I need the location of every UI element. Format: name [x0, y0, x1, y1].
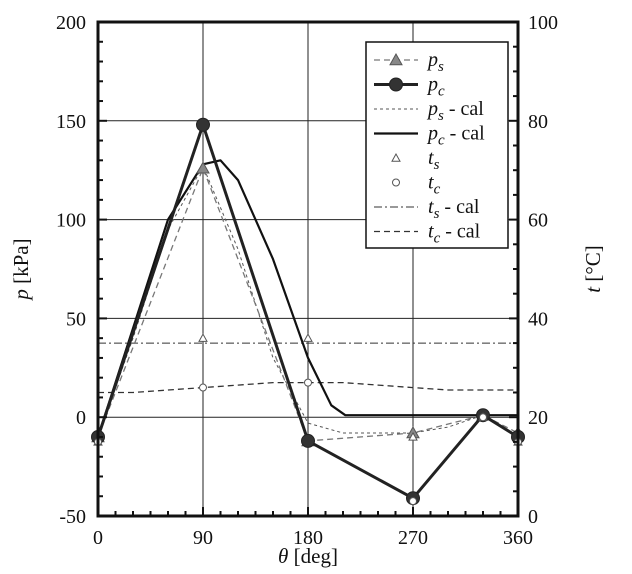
axis-labels: θ [deg] p [kPa] t [°C] [9, 238, 605, 568]
legend-marker [389, 77, 403, 92]
x-tick-label: 90 [193, 527, 213, 549]
y-right-tick-label: 0 [528, 506, 538, 528]
legend-label-symbol: p [426, 98, 438, 120]
x-axis-label-symbol: θ [278, 544, 294, 568]
series-t-s-point [198, 333, 208, 342]
series-t-s-point [303, 333, 313, 342]
legend-label-subscript: s [438, 108, 444, 124]
legend-label-subscript: s [434, 157, 440, 173]
x-tick-label: 360 [503, 527, 533, 549]
series-t-c-point [304, 378, 312, 387]
legend-label-suffix: - cal [444, 98, 484, 120]
y-right-axis-label-unit: [°C] [581, 245, 605, 281]
legend-label-subscript: c [438, 84, 445, 100]
y-right-axis-label: t [°C] [581, 245, 605, 293]
legend-entry: ts [391, 147, 440, 173]
legend-label: ps - cal [426, 98, 484, 124]
y-right-tick-label: 80 [528, 111, 548, 133]
legend-label: ts - cal [428, 196, 480, 222]
legend-label: tc - cal [428, 221, 481, 247]
legend-label-subscript: c [434, 182, 441, 198]
legend-label-suffix: - cal [439, 196, 479, 218]
y-left-tick-label: 50 [66, 308, 86, 330]
legend-entry: pc [374, 74, 445, 100]
y-right-tick-label: 100 [528, 12, 558, 34]
legend-marker [392, 178, 400, 187]
series-p-c-point [301, 433, 315, 448]
x-tick-label: 0 [93, 527, 103, 549]
legend-entry: tc - cal [374, 221, 481, 247]
legend-label: pc - cal [426, 123, 485, 149]
y-right-axis-label-symbol: t [581, 282, 605, 293]
legend-label-suffix: - cal [445, 123, 485, 145]
y-left-tick-label: -50 [59, 506, 86, 528]
y-left-axis-label-unit: [kPa] [9, 238, 33, 284]
x-axis-label-unit: [deg] [294, 544, 338, 568]
y-left-tick-label: 150 [56, 111, 86, 133]
series-t-c-point [479, 413, 487, 422]
legend-box [365, 41, 509, 249]
x-axis-label: θ [deg] [278, 544, 338, 568]
y-left-tick-label: 100 [56, 210, 86, 232]
legend-label-subscript: c [434, 231, 441, 247]
series-t-s-point [408, 431, 418, 441]
series-p-c-cal [96, 159, 518, 438]
x-tick-label: 180 [293, 527, 323, 549]
y-left-axis-label: p [kPa] [9, 238, 33, 301]
legend-label: ts [428, 147, 440, 173]
legend-label-subscript: s [434, 206, 440, 222]
legend-label: tc [428, 172, 441, 198]
legend-label-symbol: t [428, 196, 434, 218]
legend-label-subscript: c [438, 133, 445, 149]
series-group [91, 117, 525, 506]
y-left-tick-label: 0 [76, 407, 86, 429]
legend-label-symbol: p [426, 123, 438, 145]
y-left-axis-label-symbol: p [9, 284, 33, 302]
series-p-c-point [196, 117, 210, 132]
legend-entry: pc - cal [374, 123, 485, 149]
legend-label-symbol: t [428, 221, 434, 243]
ticks: 0 90 180 270 360 -50 0 50 100 150 200 0 20 40 60 80 100 [56, 12, 558, 549]
legend-label: pc [426, 74, 445, 100]
x-tick-label: 270 [398, 527, 428, 549]
legend-label-symbol: t [428, 147, 434, 169]
legend-marker [391, 152, 401, 162]
legend-label-symbol: t [428, 172, 434, 194]
y-right-tick-label: 20 [528, 407, 548, 429]
legend-entry: tc [392, 172, 441, 198]
legend-entry: ps [374, 49, 444, 75]
legend-label-subscript: s [438, 59, 444, 75]
series-p-c-cal-line [96, 159, 518, 438]
legend-entry: ps - cal [374, 98, 484, 124]
legend-label-suffix: - cal [440, 221, 480, 243]
legend-label-symbol: p [426, 74, 438, 96]
series-t-c-point [199, 383, 207, 392]
legend-label-symbol: p [426, 49, 438, 71]
series-p-s-point [196, 161, 210, 174]
y-right-tick-label: 60 [528, 210, 548, 232]
series-t-c-point [409, 497, 417, 506]
legend-label: ps [426, 49, 444, 75]
y-right-tick-label: 40 [528, 308, 548, 330]
legend-marker [389, 52, 403, 66]
y-left-tick-label: 200 [56, 12, 86, 34]
legend-entry: ts - cal [374, 196, 480, 222]
